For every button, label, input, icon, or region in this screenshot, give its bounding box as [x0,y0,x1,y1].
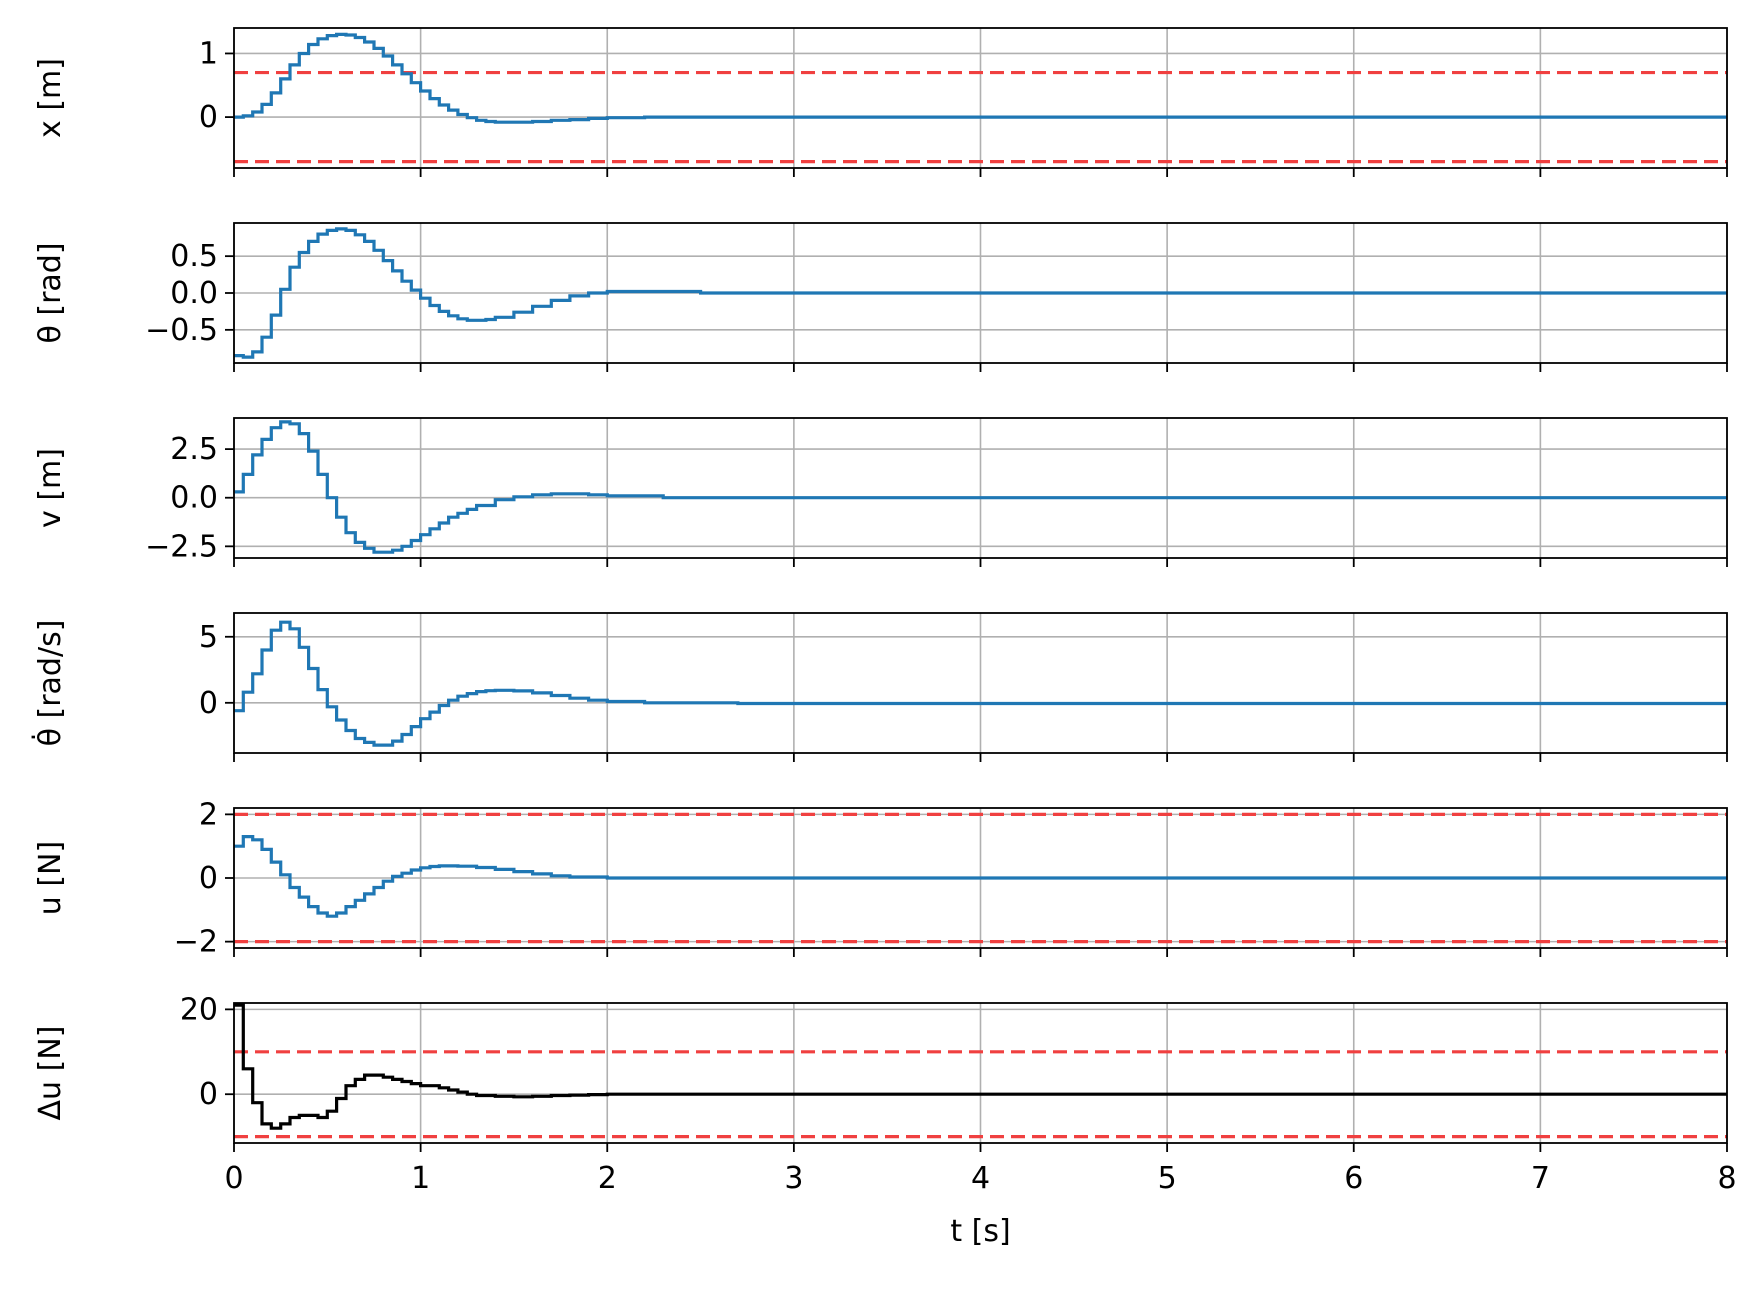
y-tick-label: 0.5 [170,239,218,274]
y-axis-label: θ [rad] [33,242,68,343]
x-axis-label: t [s] [950,1214,1010,1249]
y-tick-label: 0.0 [170,481,218,516]
series-line [234,227,1727,359]
y-tick-label: 0 [199,686,218,721]
subplot-6: 20 0 Δu [N] 0 1 2 3 4 5 6 7 8 t [s] [33,992,1737,1249]
y-tick-label: 0 [199,861,218,896]
subplot-3: 2.5 0.0 −2.5 v [m] [33,417,1728,567]
subplot-5: 2 0 −2 u [N] [33,797,1728,960]
y-axis-label: x [m] [33,58,68,138]
y-tick-label: 1 [199,36,218,71]
x-tick-label: 2 [598,1161,617,1196]
x-tick-label: 1 [411,1161,430,1196]
series-line [234,835,1727,918]
x-tick-label: 3 [784,1161,803,1196]
y-tick-label: 5 [199,620,218,655]
y-tick-label: 0 [199,1077,218,1112]
x-tick-label: 4 [971,1161,990,1196]
y-tick-label: 0 [199,100,218,135]
subplot-2: 0.50.0−0.5 θ [rad] [33,222,1728,372]
y-axis-label: u [N] [33,841,68,915]
series-line [234,420,1727,554]
y-axis-label: v [m] [33,448,68,528]
y-tick-label: −0.5 [145,313,218,348]
x-tick-label: 5 [1158,1161,1177,1196]
x-tick-label: 6 [1344,1161,1363,1196]
x-tick-label: 0 [224,1161,243,1196]
y-tick-label: 0.0 [170,276,218,311]
subplot-4: 5 0 θ̇ [rad/s] [31,612,1728,762]
y-tick-label: −2.5 [145,529,218,564]
y-axis-label: θ̇ [rad/s] [31,620,68,747]
y-tick-label: 2 [199,797,218,832]
x-tick-label: 7 [1531,1161,1550,1196]
y-tick-label: 20 [180,992,218,1027]
x-tick-label: 8 [1717,1161,1736,1196]
y-tick-label: 2.5 [170,432,218,467]
series-line [234,32,1727,124]
y-axis-label: Δu [N] [33,1026,68,1121]
series-line [234,620,1727,747]
subplot-1: 0 1 x [m] [33,27,1728,177]
series-line [234,1003,1727,1130]
y-tick-label: −2 [174,925,218,960]
